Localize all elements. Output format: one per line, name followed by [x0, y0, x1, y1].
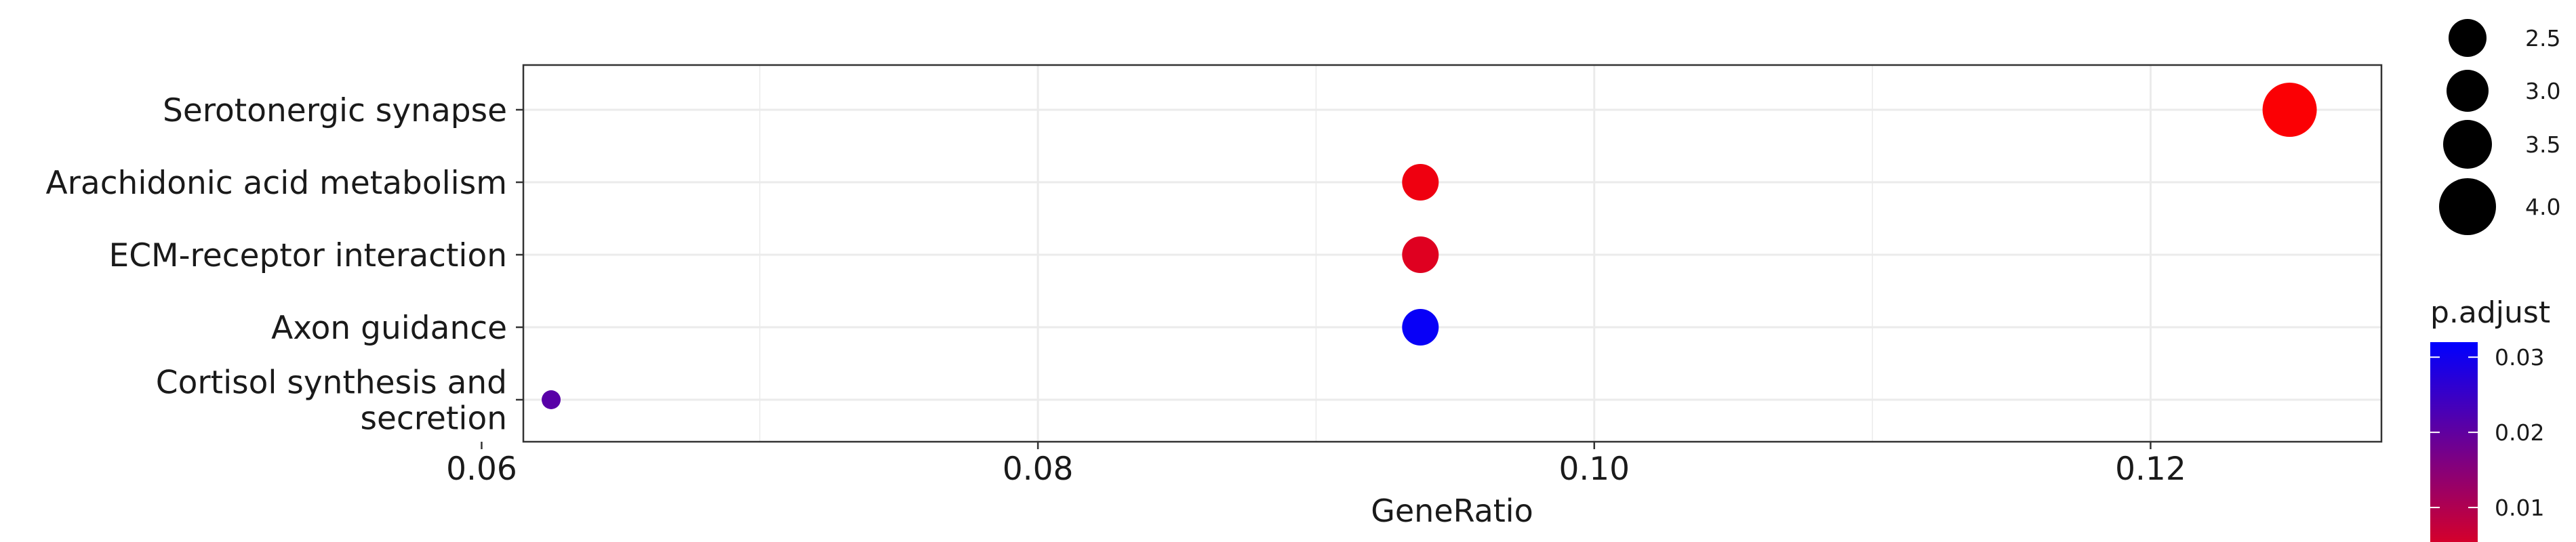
x-tick-label: 0.06 [446, 451, 517, 488]
y-tick-label-line: Serotonergic synapse [163, 92, 507, 129]
color-legend-tick-label: 0.03 [2495, 344, 2544, 371]
plot-panel-border [523, 65, 2381, 442]
y-tick-label-line: Cortisol synthesis and [156, 364, 507, 402]
x-axis-title: GeneRatio [1371, 493, 1533, 529]
size-legend-dot [2447, 70, 2489, 112]
x-tick-label: 0.08 [1003, 451, 1074, 488]
size-legend-label: 3.5 [2525, 131, 2560, 158]
color-legend-bar [2430, 342, 2478, 542]
color-legend: p.adjust 0.03 0.02 0.01 [2430, 295, 2550, 542]
y-tick-label-line: ECM-receptor interaction [109, 237, 507, 274]
data-point [1402, 236, 1438, 273]
size-legend: 2.5 3.0 3.5 4.0 [2439, 19, 2560, 235]
y-tick-label-line: Axon guidance [271, 310, 507, 347]
size-legend-label: 3.0 [2525, 78, 2560, 104]
y-tick-label: Cortisol synthesis and secretion [156, 364, 507, 438]
data-point [1402, 309, 1438, 346]
color-legend-tick-label: 0.02 [2495, 419, 2544, 446]
y-tick-label-line: Arachidonic acid metabolism [45, 165, 507, 202]
y-tick-label: Axon guidance [271, 310, 507, 347]
data-point [1402, 164, 1438, 201]
x-axis: 0.06 0.08 0.10 0.12 [446, 442, 2186, 488]
size-legend-label: 4.0 [2525, 194, 2560, 220]
y-tick-label: ECM-receptor interaction [109, 237, 507, 274]
data-point [2263, 83, 2317, 137]
y-tick-label: Arachidonic acid metabolism [45, 165, 507, 202]
data-points [542, 83, 2317, 409]
x-tick-label: 0.10 [1558, 451, 1630, 488]
color-legend-tick-label: 0.01 [2495, 495, 2544, 521]
color-legend-title: p.adjust [2430, 295, 2550, 330]
y-tick-label: Serotonergic synapse [163, 92, 507, 129]
size-legend-label: 2.5 [2525, 25, 2560, 51]
y-axis: Serotonergic synapse Arachidonic acid met… [45, 92, 523, 438]
data-point [542, 390, 561, 409]
grid-lines [523, 65, 2381, 442]
size-legend-dot [2449, 19, 2487, 57]
size-legend-dot [2443, 120, 2492, 169]
x-tick-label: 0.12 [2115, 451, 2186, 488]
y-tick-label-line: secretion [361, 400, 507, 438]
size-legend-dot [2439, 178, 2496, 235]
